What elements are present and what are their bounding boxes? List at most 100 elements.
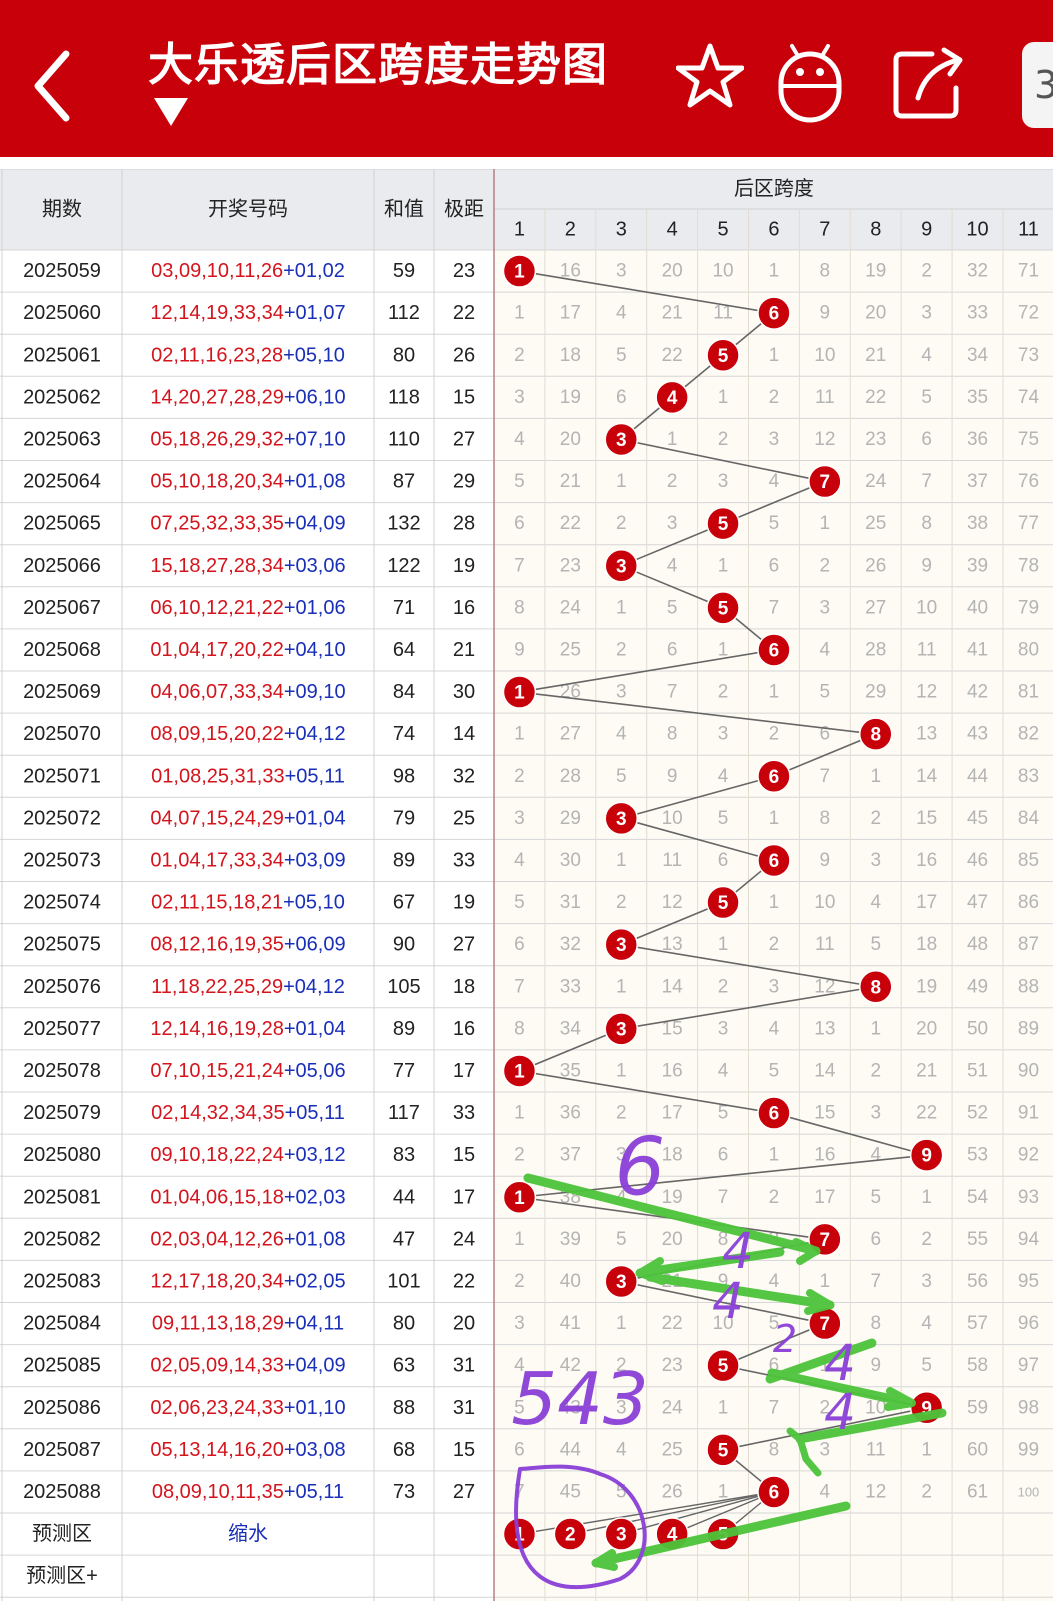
hit-ball-label: 1: [514, 683, 525, 704]
back-arrow-icon[interactable]: [30, 48, 100, 124]
handwritten-digit: 4: [824, 1383, 856, 1441]
miss-value: 59: [967, 1397, 988, 1418]
miss-value: 39: [967, 555, 988, 576]
back-numbers: +01,07: [284, 302, 346, 324]
miss-value: 96: [1018, 1313, 1039, 1334]
miss-value: 3: [514, 808, 525, 829]
range-cell: 15: [453, 1144, 475, 1166]
hit-ball-label: 3: [616, 556, 627, 577]
page-title[interactable]: 大乐透后区跨度走势图: [148, 38, 609, 91]
hit-ball-label: 9: [921, 1146, 932, 1167]
range-cell: 20: [453, 1313, 475, 1335]
range-cell: 25: [453, 807, 475, 829]
period-cell: 2025066: [23, 555, 101, 577]
period-cell: 2025068: [23, 639, 101, 661]
miss-value: 17: [916, 892, 937, 913]
star-icon[interactable]: [676, 42, 744, 110]
hit-ball-circle: [859, 970, 893, 1004]
draw-numbers-cell: 04,06,07,33,34+09,10: [150, 681, 345, 703]
miss-value: 5: [921, 1355, 932, 1376]
miss-value: 71: [1018, 261, 1039, 282]
miss-value: 76: [1018, 471, 1039, 492]
hit-ball-circle: [808, 464, 842, 499]
miss-value: 6: [616, 387, 627, 408]
table-row: 2025086 02,06,23,24,33+01,10 88 31 5 43 3 24 1 7 2…: [23, 1397, 1039, 1419]
green-stroke: [523, 1173, 821, 1256]
miss-value: 13: [916, 724, 937, 745]
miss-value: 46: [967, 850, 988, 871]
table-row: 2025070 08,09,15,20,22+04,12 74 14 1 27 4 8 3 2 6 1…: [23, 723, 1039, 745]
back-numbers: +06,10: [284, 386, 346, 408]
miss-value: 53: [967, 1145, 988, 1166]
miss-value: 2: [769, 1187, 780, 1208]
span-column-label: 1: [514, 219, 525, 241]
miss-value: 42: [967, 682, 988, 703]
sum-cell: 59: [393, 260, 415, 282]
miss-value: 11: [815, 387, 835, 408]
miss-value: 7: [718, 1187, 729, 1208]
miss-value: 24: [865, 471, 887, 492]
back-numbers: +07,10: [284, 428, 346, 450]
front-numbers: 12,14,19,33,34: [150, 302, 283, 324]
miss-value: 37: [967, 471, 988, 492]
green-stroke: [591, 1501, 851, 1568]
hit-ball-circle: [757, 843, 791, 878]
hit-ball-label: 6: [769, 640, 780, 661]
hit-ball-label: 8: [870, 977, 881, 998]
hit-ball-label: 3: [616, 935, 627, 956]
hit-ball: 3: [604, 801, 638, 836]
miss-value: 23: [560, 555, 581, 576]
miss-value: 2: [514, 345, 525, 366]
draw-numbers-cell: 04,07,15,24,29+01,04: [150, 807, 345, 829]
draw-numbers-cell: 02,03,04,12,26+01,08: [150, 1228, 345, 1250]
miss-value: 1: [718, 639, 729, 660]
table-row: 2025060 12,14,19,33,34+01,07 112 22 1 17 4 21 11…: [23, 302, 1039, 324]
miss-value: 8: [667, 724, 678, 745]
miss-value: 44: [560, 1439, 582, 1460]
draw-numbers-cell: 05,18,26,29,32+07,10: [150, 428, 345, 450]
header-range: 极距: [444, 198, 484, 221]
miss-value: 9: [514, 639, 525, 660]
hit-ball: 5: [706, 591, 740, 625]
sum-cell: 90: [393, 934, 415, 956]
miss-value: 3: [616, 1397, 627, 1418]
span-column-label: 4: [667, 219, 678, 241]
share-icon[interactable]: [892, 42, 968, 120]
miss-value: 5: [616, 766, 627, 787]
hit-ball-circle: [757, 1096, 791, 1130]
hit-ball: 6: [757, 633, 791, 667]
miss-value: 10: [814, 892, 835, 913]
miss-value: 16: [662, 1060, 683, 1081]
table-row: 2025064 05,10,18,20,34+01,08 87 29 5 21 1 2 3 4 24…: [23, 471, 1039, 493]
miss-value: 8: [870, 1313, 881, 1334]
edge-button[interactable]: 3: [1022, 42, 1053, 128]
miss-value: 3: [616, 682, 627, 703]
miss-value: 1: [616, 976, 627, 997]
forecast-ball[interactable]: 2: [553, 1517, 588, 1551]
robot-icon[interactable]: [778, 42, 842, 124]
sum-cell: 80: [393, 344, 415, 366]
hit-ball-label: 6: [769, 1482, 780, 1503]
miss-value: 45: [967, 808, 988, 829]
span-column-label: 7: [819, 219, 830, 241]
period-cell: 2025078: [23, 1060, 101, 1082]
period-cell: 2025063: [23, 428, 101, 450]
miss-value: 5: [514, 471, 525, 492]
period-cell: 2025070: [23, 723, 101, 745]
miss-value: 25: [560, 639, 581, 660]
miss-value: 20: [560, 429, 581, 450]
dropdown-triangle-icon[interactable]: [154, 98, 188, 126]
miss-value: 2: [616, 892, 627, 913]
miss-value: 19: [865, 261, 886, 282]
sum-cell: 89: [393, 849, 415, 871]
miss-value: 7: [514, 555, 525, 576]
range-cell: 18: [453, 976, 475, 998]
back-numbers: +04,12: [283, 976, 345, 998]
forecast-ball[interactable]: 3: [604, 1517, 638, 1551]
back-numbers: +05,11: [285, 1102, 345, 1124]
miss-value: 2: [514, 1271, 525, 1292]
back-numbers: +01,04: [284, 1018, 346, 1040]
draw-numbers-cell: 01,04,17,20,22+04,10: [150, 639, 345, 661]
miss-value: 82: [1018, 724, 1039, 745]
front-numbers: 05,10,18,20,34: [150, 471, 283, 493]
